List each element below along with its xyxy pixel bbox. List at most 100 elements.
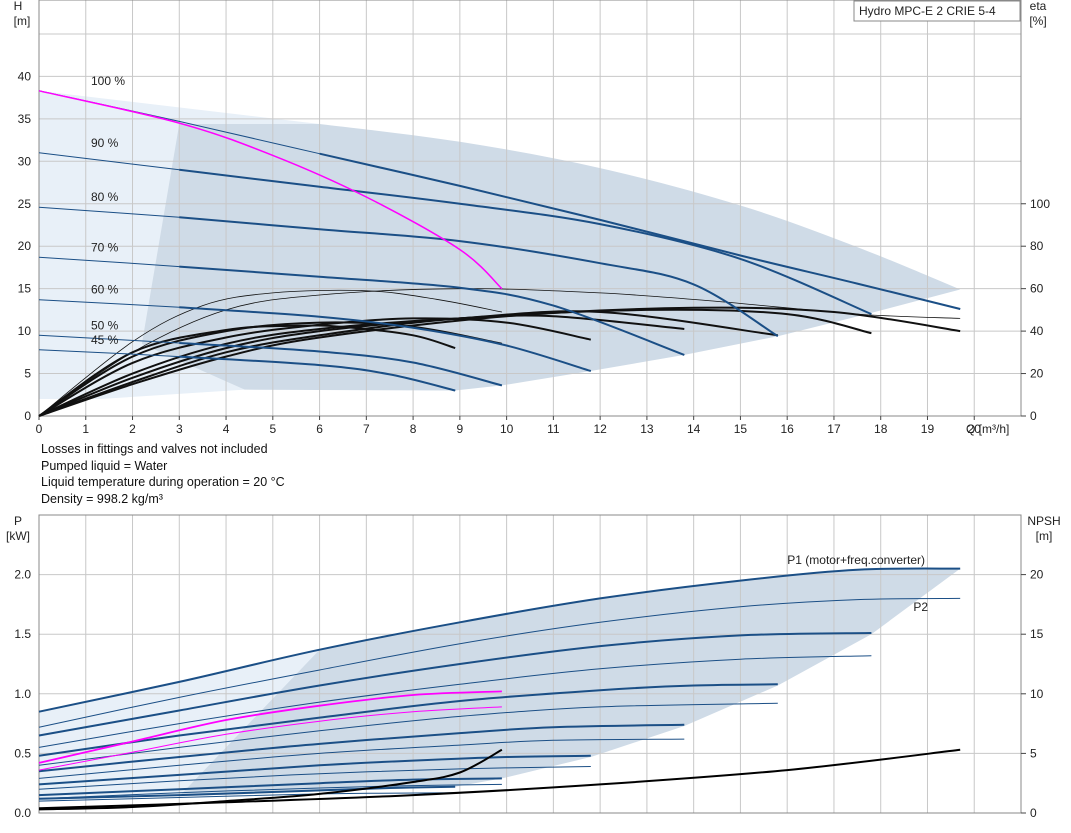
x-tick-label: 16 <box>781 422 795 436</box>
y-tick-label: 15 <box>18 282 32 296</box>
x-tick-label: 15 <box>734 422 748 436</box>
y-tick-label: 20 <box>18 239 32 253</box>
x-tick-label: 2 <box>129 422 136 436</box>
speed-label: 80 % <box>91 190 119 204</box>
x-tick-label: 6 <box>316 422 323 436</box>
efficiency-curve <box>38 314 685 417</box>
speed-curve-operating <box>179 265 685 356</box>
x-tick-label: 20 <box>968 422 982 436</box>
p-tick-label: 1.5 <box>14 627 31 641</box>
note-density: Density = 998.2 kg/m³ <box>41 491 163 506</box>
p1-curve <box>38 785 456 800</box>
y-axis-unit: [m] <box>14 14 31 28</box>
p2-curve <box>38 792 456 802</box>
eta-tick-label: 80 <box>1030 239 1044 253</box>
x-tick-label: 1 <box>82 422 89 436</box>
p-axis-label: P <box>14 514 22 528</box>
eta-tick-label: 20 <box>1030 367 1044 381</box>
speed-curve-operating <box>179 355 456 392</box>
p1-curve <box>38 683 778 757</box>
x-tick-label: 5 <box>269 422 276 436</box>
single-pump-curve <box>38 90 503 290</box>
single-pump-p2 <box>38 706 502 771</box>
npsh-tick-label: 5 <box>1030 746 1037 760</box>
x-tick-label: 13 <box>640 422 654 436</box>
y-tick-label: 25 <box>18 197 32 211</box>
speed-label: 50 % <box>91 318 119 332</box>
p-tick-label: 2.0 <box>14 568 31 582</box>
x-tick-label: 12 <box>593 422 607 436</box>
y-tick-label: 5 <box>24 367 31 381</box>
speed-label: 70 % <box>91 240 119 254</box>
x-tick-label: 7 <box>363 422 370 436</box>
y-tick-label: 0 <box>24 409 31 423</box>
speed-curve-operating <box>179 168 872 316</box>
npsh-tick-label: 10 <box>1030 687 1044 701</box>
plot-frame-top <box>38 0 1022 417</box>
p1-label: P1 (motor+freq.converter) <box>787 553 925 567</box>
chart-title: Hydro MPC-E 2 CRIE 5-4 <box>859 4 996 18</box>
p2-curve <box>38 655 872 748</box>
speed-curve-operating <box>179 216 779 338</box>
y-tick-label: 30 <box>18 154 32 168</box>
x-tick-label: 19 <box>921 422 935 436</box>
efficiency-curve <box>38 317 591 417</box>
efficiency-curve <box>38 324 456 417</box>
speed-curve-operating <box>179 306 592 372</box>
p2-curve <box>38 783 502 800</box>
p1-curve <box>38 754 591 786</box>
eta-axis-label: eta <box>1030 0 1047 13</box>
eta-tick-label: 0 <box>1030 409 1037 423</box>
npsh-curve <box>38 748 503 811</box>
p-tick-label: 0.0 <box>14 806 31 820</box>
p-tick-label: 0.5 <box>14 746 31 760</box>
plot-frame-bottom <box>38 514 1022 814</box>
eta-tick-label: 100 <box>1030 197 1050 211</box>
x-tick-label: 10 <box>500 422 514 436</box>
npsh-axis-label: NPSH <box>1027 514 1060 528</box>
y-tick-label: 35 <box>18 112 32 126</box>
note-losses: Losses in fittings and valves not includ… <box>41 442 268 456</box>
efficiency-curve <box>38 289 502 417</box>
x-tick-label: 17 <box>827 422 841 436</box>
npsh-axis-unit: [m] <box>1036 529 1053 543</box>
npsh-curve <box>38 748 961 810</box>
npsh-tick-label: 0 <box>1030 806 1037 820</box>
y-axis-label: H <box>14 0 23 13</box>
note-temperature: Liquid temperature during operation = 20… <box>41 475 285 490</box>
operating-area <box>141 123 961 391</box>
npsh-tick-label: 15 <box>1030 627 1044 641</box>
x-tick-label: 14 <box>687 422 701 436</box>
y-tick-label: 40 <box>18 69 32 83</box>
p1-curve <box>38 723 685 773</box>
npsh-tick-label: 20 <box>1030 568 1044 582</box>
y-tick-label: 10 <box>18 324 32 338</box>
eta-tick-label: 40 <box>1030 324 1044 338</box>
efficiency-curve <box>38 310 778 417</box>
p2-curve <box>38 597 961 728</box>
x-tick-label: 4 <box>223 422 230 436</box>
eta-tick-label: 60 <box>1030 282 1044 296</box>
x-tick-label: 11 <box>547 422 560 436</box>
p-axis-unit: [kW] <box>6 529 30 543</box>
p1-curve <box>38 567 961 713</box>
speed-curve-operating <box>319 152 961 310</box>
p2-curve <box>38 766 591 790</box>
single-pump-p1 <box>38 690 502 764</box>
p2-curve <box>38 702 778 766</box>
p2-curve <box>38 738 685 779</box>
p-tick-label: 1.0 <box>14 687 31 701</box>
x-tick-label: 8 <box>410 422 417 436</box>
note-liquid: Pumped liquid = Water <box>41 458 168 473</box>
conditions-notes: Losses in fittings and valves not includ… <box>41 441 285 507</box>
speed-label: 60 % <box>91 283 119 297</box>
speed-label: 100 % <box>91 74 125 88</box>
x-tick-label: 9 <box>457 422 464 436</box>
x-tick-label: 3 <box>176 422 183 436</box>
title-box <box>853 0 1021 22</box>
speed-label: 45 % <box>91 333 119 347</box>
p2-label: P2 <box>913 600 928 614</box>
efficiency-curve <box>38 308 872 417</box>
